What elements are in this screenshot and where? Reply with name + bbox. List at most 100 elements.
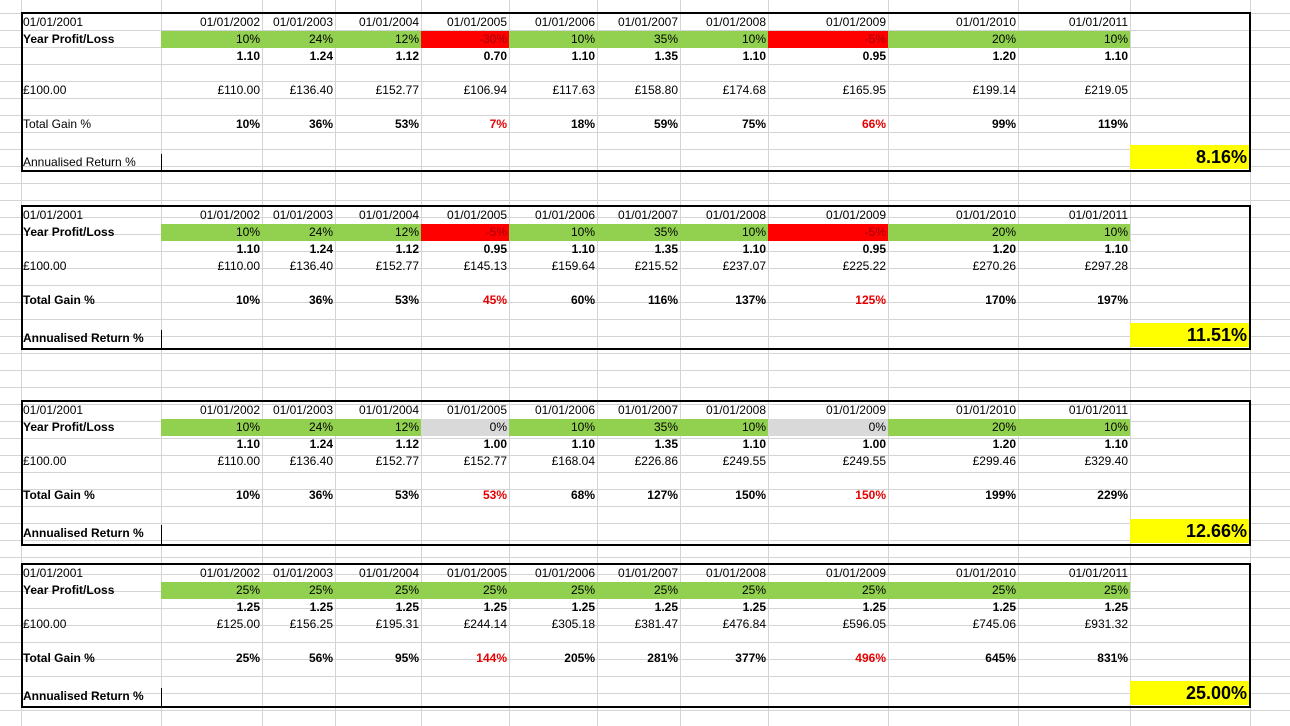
total-gain-cell[interactable]: 25% (235, 651, 260, 665)
year-profit-loss-label[interactable]: Year Profit/Loss (23, 420, 115, 434)
total-gain-cell[interactable]: 137% (735, 293, 766, 307)
date-cell[interactable]: 01/01/2008 (705, 566, 766, 580)
value-cell[interactable]: £476.84 (722, 617, 766, 631)
value-cell[interactable]: £174.68 (722, 83, 766, 97)
multiplier-cell[interactable]: 1.25 (236, 600, 260, 614)
multiplier-cell[interactable]: 1.25 (1104, 600, 1128, 614)
value-cell[interactable]: £596.05 (842, 617, 886, 631)
multiplier-cell[interactable]: 1.25 (309, 600, 333, 614)
profit-loss-cell[interactable]: 35% (597, 31, 680, 48)
multiplier-cell[interactable]: 1.35 (654, 242, 678, 256)
profit-loss-cell[interactable]: 10% (1018, 31, 1130, 48)
multiplier-cell[interactable]: 1.10 (742, 437, 766, 451)
profit-loss-cell[interactable]: 25% (597, 582, 680, 599)
annualised-return-label[interactable]: Annualised Return % (23, 689, 144, 703)
value-cell[interactable]: £219.05 (1084, 83, 1128, 97)
total-gain-cell[interactable]: 10% (235, 293, 260, 307)
date-cell[interactable]: 01/01/2007 (617, 15, 678, 29)
profit-loss-cell[interactable]: 25% (888, 582, 1018, 599)
start-date-cell[interactable]: 01/01/2001 (23, 403, 84, 417)
multiplier-cell[interactable]: 0.95 (862, 242, 886, 256)
date-cell[interactable]: 01/01/2009 (825, 566, 886, 580)
multiplier-cell[interactable]: 1.10 (236, 242, 260, 256)
value-cell[interactable]: £199.14 (972, 83, 1016, 97)
date-cell[interactable]: 01/01/2004 (358, 15, 419, 29)
value-cell[interactable]: £237.07 (722, 259, 766, 273)
date-cell[interactable]: 01/01/2002 (199, 403, 260, 417)
value-cell[interactable]: £152.77 (375, 259, 419, 273)
value-cell[interactable]: £145.13 (463, 259, 507, 273)
profit-loss-cell[interactable]: 20% (888, 419, 1018, 436)
annualised-return-label[interactable]: Annualised Return % (23, 155, 136, 169)
date-cell[interactable]: 01/01/2005 (446, 566, 507, 580)
multiplier-cell[interactable]: 1.10 (236, 437, 260, 451)
profit-loss-cell[interactable]: 25% (262, 582, 335, 599)
date-cell[interactable]: 01/01/2010 (955, 403, 1016, 417)
total-gain-cell[interactable]: 68% (570, 488, 595, 502)
date-cell[interactable]: 01/01/2007 (617, 403, 678, 417)
total-gain-cell[interactable]: 831% (1097, 651, 1128, 665)
profit-loss-cell[interactable]: 25% (768, 582, 888, 599)
annualised-return-label[interactable]: Annualised Return % (23, 526, 144, 540)
profit-loss-cell[interactable]: 12% (335, 224, 421, 241)
start-date-cell[interactable]: 01/01/2001 (23, 566, 84, 580)
total-gain-cell[interactable]: 199% (985, 488, 1016, 502)
multiplier-cell[interactable]: 1.20 (992, 437, 1016, 451)
multiplier-cell[interactable]: 1.10 (571, 242, 595, 256)
multiplier-cell[interactable]: 1.10 (742, 242, 766, 256)
multiplier-cell[interactable]: 1.10 (236, 49, 260, 63)
value-cell[interactable]: £249.55 (722, 454, 766, 468)
value-cell[interactable]: £381.47 (634, 617, 678, 631)
profit-loss-cell[interactable]: 10% (161, 31, 262, 48)
multiplier-cell[interactable]: 1.25 (571, 600, 595, 614)
date-cell[interactable]: 01/01/2003 (272, 15, 333, 29)
profit-loss-cell[interactable]: 10% (1018, 419, 1130, 436)
value-cell[interactable]: £156.25 (289, 617, 333, 631)
multiplier-cell[interactable]: 1.24 (309, 437, 333, 451)
profit-loss-cell[interactable]: 10% (509, 31, 597, 48)
total-gain-cell[interactable]: 18% (570, 117, 595, 131)
total-gain-cell[interactable]: 53% (482, 488, 507, 502)
multiplier-cell[interactable]: 1.25 (483, 600, 507, 614)
profit-loss-cell[interactable]: 10% (1018, 224, 1130, 241)
total-gain-cell[interactable]: 125% (855, 293, 886, 307)
total-gain-cell[interactable]: 53% (394, 488, 419, 502)
total-gain-cell[interactable]: 205% (564, 651, 595, 665)
multiplier-cell[interactable]: 1.25 (992, 600, 1016, 614)
multiplier-cell[interactable]: 1.12 (395, 242, 419, 256)
profit-loss-cell[interactable]: 20% (888, 224, 1018, 241)
date-cell[interactable]: 01/01/2010 (955, 566, 1016, 580)
date-cell[interactable]: 01/01/2009 (825, 403, 886, 417)
total-gain-cell[interactable]: 170% (985, 293, 1016, 307)
total-gain-cell[interactable]: 75% (741, 117, 766, 131)
multiplier-cell[interactable]: 1.10 (571, 49, 595, 63)
value-cell[interactable]: £106.94 (463, 83, 507, 97)
multiplier-cell[interactable]: 1.12 (395, 437, 419, 451)
profit-loss-cell[interactable]: 35% (597, 419, 680, 436)
start-date-cell[interactable]: 01/01/2001 (23, 15, 84, 29)
total-gain-cell[interactable]: 144% (476, 651, 507, 665)
value-cell[interactable]: £117.63 (552, 83, 596, 97)
total-gain-cell[interactable]: 127% (647, 488, 678, 502)
date-cell[interactable]: 01/01/2008 (705, 403, 766, 417)
profit-loss-cell[interactable]: 0% (768, 419, 888, 436)
date-cell[interactable]: 01/01/2007 (617, 566, 678, 580)
total-gain-cell[interactable]: 59% (653, 117, 678, 131)
multiplier-cell[interactable]: 1.20 (992, 242, 1016, 256)
date-cell[interactable]: 01/01/2009 (825, 15, 886, 29)
multiplier-cell[interactable]: 1.00 (483, 437, 507, 451)
profit-loss-cell[interactable]: 10% (680, 224, 768, 241)
total-gain-cell[interactable]: 150% (855, 488, 886, 502)
profit-loss-cell[interactable]: 10% (680, 31, 768, 48)
date-cell[interactable]: 01/01/2002 (199, 566, 260, 580)
value-cell[interactable]: £152.77 (375, 454, 419, 468)
multiplier-cell[interactable]: 1.10 (1104, 242, 1128, 256)
multiplier-cell[interactable]: 1.20 (992, 49, 1016, 63)
multiplier-cell[interactable]: 1.10 (742, 49, 766, 63)
profit-loss-cell[interactable]: 24% (262, 31, 335, 48)
total-gain-cell[interactable]: 45% (482, 293, 507, 307)
profit-loss-cell[interactable]: 10% (161, 419, 262, 436)
total-gain-label[interactable]: Total Gain % (23, 293, 95, 307)
profit-loss-cell[interactable]: 25% (680, 582, 768, 599)
profit-loss-cell[interactable]: 35% (597, 224, 680, 241)
